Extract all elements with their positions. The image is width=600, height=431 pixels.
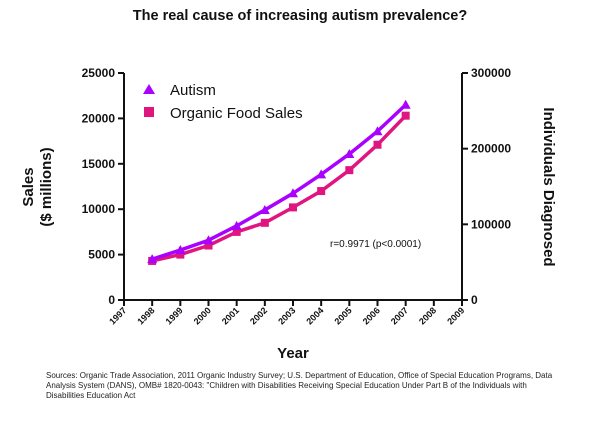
correlation-annotation: r=0.9971 (p<0.0001) bbox=[330, 239, 421, 250]
right-axis: 0 100000 200000 300000 bbox=[461, 66, 511, 307]
left-tick-label: 20000 bbox=[82, 111, 116, 125]
x-axis: 1997 1998 1999 2000 2001 2002 2003 2004 2005 2006… bbox=[107, 299, 466, 327]
chart-title: The real cause of increasing autism prev… bbox=[132, 8, 468, 24]
autism-point bbox=[344, 148, 355, 158]
right-tick-label: 300000 bbox=[471, 66, 511, 80]
left-axis-title-line2: ($ millions) bbox=[38, 147, 55, 226]
autism-point bbox=[259, 204, 270, 214]
organic-sales-point bbox=[232, 227, 241, 236]
chart-canvas: 0 5000 10000 15000 20000 25000 0 100000 200000 3… bbox=[20, 66, 557, 362]
left-tick-label: 5000 bbox=[88, 248, 115, 262]
left-tick-label: 15000 bbox=[82, 157, 116, 171]
autism-series-line bbox=[151, 103, 407, 261]
right-tick-label: 200000 bbox=[471, 142, 511, 156]
organic-sales-point bbox=[289, 203, 297, 212]
right-tick-label: 100000 bbox=[471, 217, 511, 231]
x-tick-label: 2006 bbox=[361, 305, 382, 326]
left-tick-label: 0 bbox=[108, 293, 115, 307]
left-axis-title-line1: Sales bbox=[20, 167, 37, 206]
x-tick-label: 2003 bbox=[276, 305, 297, 326]
x-tick-label: 1998 bbox=[135, 305, 156, 326]
autism-point bbox=[203, 235, 214, 245]
left-tick-label: 25000 bbox=[82, 66, 116, 80]
series-layer bbox=[147, 99, 411, 265]
x-tick-label: 2001 bbox=[220, 305, 241, 326]
organic-sales-point bbox=[345, 166, 354, 175]
x-tick-label: 2005 bbox=[333, 305, 354, 326]
autism-point bbox=[175, 245, 186, 255]
legend-organic-label: Organic Food Sales bbox=[170, 105, 303, 122]
sources-note: Sources: Organic Trade Association, 2011… bbox=[46, 371, 553, 400]
x-tick-label: 1997 bbox=[107, 305, 128, 326]
organic-sales-point bbox=[373, 140, 382, 149]
right-tick-label: 0 bbox=[471, 293, 478, 307]
organic-sales-series-line bbox=[151, 114, 407, 263]
autism-point bbox=[288, 188, 298, 198]
organic-sales-point bbox=[176, 250, 185, 259]
autism-point bbox=[147, 254, 158, 264]
legend-organic-marker bbox=[144, 107, 154, 117]
legend-autism-marker bbox=[143, 84, 155, 94]
autism-point bbox=[316, 169, 327, 179]
right-axis-title: Individuals Diagnosed bbox=[540, 107, 557, 266]
x-tick-label: 2008 bbox=[417, 305, 438, 326]
x-tick-label: 2009 bbox=[445, 305, 466, 326]
autism-point bbox=[400, 99, 411, 109]
x-tick-label: 2007 bbox=[389, 305, 410, 326]
left-axis: 0 5000 10000 15000 20000 25000 bbox=[82, 66, 125, 307]
autism-point bbox=[231, 220, 242, 230]
x-tick-label: 2004 bbox=[304, 305, 325, 326]
organic-sales-point bbox=[317, 187, 326, 196]
legend: Autism Organic Food Sales bbox=[143, 82, 303, 122]
x-tick-label: 1999 bbox=[164, 305, 185, 326]
x-axis-title: Year bbox=[277, 345, 309, 362]
organic-sales-point bbox=[260, 218, 269, 227]
legend-autism-label: Autism bbox=[170, 82, 216, 99]
x-tick-label: 2000 bbox=[192, 305, 213, 326]
organic-sales-point bbox=[204, 241, 213, 250]
autism-point bbox=[372, 126, 383, 136]
x-tick-label: 2002 bbox=[248, 305, 269, 326]
organic-sales-point bbox=[401, 111, 410, 120]
left-tick-label: 10000 bbox=[82, 202, 116, 216]
